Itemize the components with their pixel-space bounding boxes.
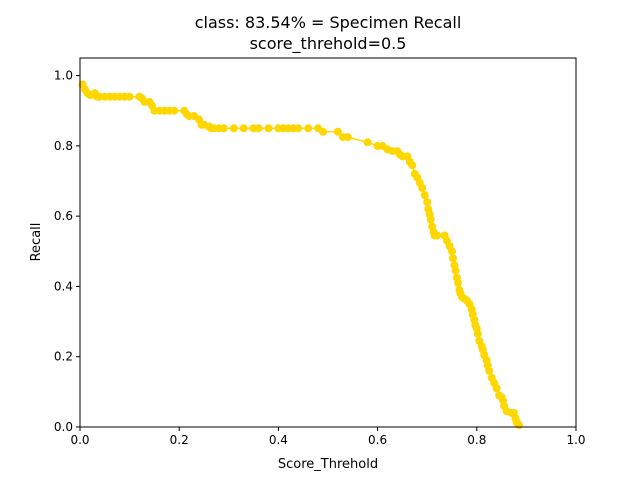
data-point [229, 124, 238, 133]
x-axis-ticks: 0.0 0.2 0.4 0.6 0.8 1.0 [70, 427, 586, 447]
x-tick-label: 0.2 [170, 433, 189, 447]
x-axis-label: Score_Threhold [278, 457, 378, 472]
data-point [448, 247, 456, 256]
data-point [343, 133, 352, 142]
data-point [423, 198, 432, 207]
y-tick-label: 0.4 [54, 279, 73, 293]
data-point [294, 124, 303, 133]
chart-title: class: 83.54% = Specimen Recall [195, 13, 462, 32]
data-point [433, 231, 442, 240]
data-point [454, 278, 462, 287]
y-axis-ticks: 0.0 0.2 0.4 0.6 0.8 1.0 [54, 69, 80, 434]
x-tick-label: 0.0 [70, 433, 89, 447]
plot-frame [79, 57, 577, 428]
data-point [473, 329, 482, 338]
data-point [420, 191, 429, 200]
x-tick-label: 0.8 [467, 433, 486, 447]
x-tick-label: 0.4 [269, 433, 288, 447]
data-point [333, 127, 342, 136]
data-point [492, 384, 501, 393]
data-point [125, 92, 134, 101]
data-point [408, 161, 417, 170]
x-tick-label: 1.0 [566, 433, 585, 447]
data-point [426, 215, 435, 224]
data-point [239, 124, 248, 133]
data-point [451, 266, 460, 275]
data-point [264, 124, 273, 133]
data-point [304, 124, 313, 133]
y-tick-label: 0.6 [54, 209, 73, 223]
plot-area: 0.0 0.2 0.4 0.6 0.8 1.0 0.0 0.2 0.4 0.6 0.8 1.0 [54, 57, 586, 447]
data-point [449, 254, 457, 263]
data-point [319, 127, 327, 136]
x-tick-label: 0.6 [368, 433, 387, 447]
y-tick-label: 0.8 [54, 139, 73, 153]
chart-subtitle: score_threhold=0.5 [250, 34, 407, 54]
data-point [418, 184, 427, 192]
data-point [219, 124, 228, 133]
data-point [515, 421, 523, 430]
data-point [170, 106, 179, 115]
y-axis-label: Recall [29, 223, 44, 262]
data-point [485, 366, 494, 375]
y-tick-label: 0.2 [54, 350, 73, 364]
data-point [363, 138, 372, 147]
data-point [254, 124, 263, 133]
y-tick-label: 1.0 [54, 69, 73, 83]
y-tick-label: 0.0 [54, 420, 73, 434]
